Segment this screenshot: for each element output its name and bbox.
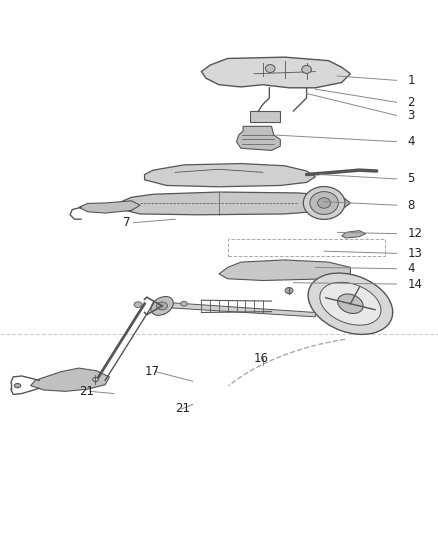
Text: 7: 7 <box>123 216 130 229</box>
Ellipse shape <box>338 294 363 313</box>
Polygon shape <box>219 260 350 280</box>
Polygon shape <box>79 201 140 213</box>
Text: 5: 5 <box>407 172 415 185</box>
Ellipse shape <box>14 383 21 388</box>
Text: 1: 1 <box>407 74 415 87</box>
Ellipse shape <box>310 191 338 214</box>
Polygon shape <box>201 57 350 88</box>
Ellipse shape <box>151 296 173 316</box>
Text: 17: 17 <box>145 365 159 378</box>
Polygon shape <box>342 231 366 238</box>
Ellipse shape <box>134 302 142 308</box>
Ellipse shape <box>285 287 293 294</box>
Polygon shape <box>118 192 350 215</box>
Text: 4: 4 <box>407 262 415 275</box>
Text: 8: 8 <box>407 199 415 212</box>
Polygon shape <box>145 164 315 187</box>
Ellipse shape <box>308 273 393 334</box>
Text: 14: 14 <box>407 278 422 290</box>
Ellipse shape <box>320 282 381 325</box>
Text: 12: 12 <box>407 227 422 240</box>
Text: 2: 2 <box>407 96 415 109</box>
Text: 16: 16 <box>254 352 269 365</box>
Polygon shape <box>31 368 110 391</box>
Ellipse shape <box>265 64 275 72</box>
Ellipse shape <box>93 377 98 382</box>
Polygon shape <box>153 302 315 317</box>
Text: 13: 13 <box>407 247 422 260</box>
Text: 4: 4 <box>407 135 415 148</box>
Polygon shape <box>237 126 280 150</box>
Ellipse shape <box>157 302 167 310</box>
Ellipse shape <box>302 66 311 74</box>
Text: 3: 3 <box>407 109 415 122</box>
Ellipse shape <box>303 187 345 220</box>
Polygon shape <box>250 111 280 122</box>
Ellipse shape <box>180 301 187 306</box>
Text: 21: 21 <box>175 402 190 415</box>
Ellipse shape <box>318 198 331 208</box>
Text: 21: 21 <box>79 385 94 398</box>
